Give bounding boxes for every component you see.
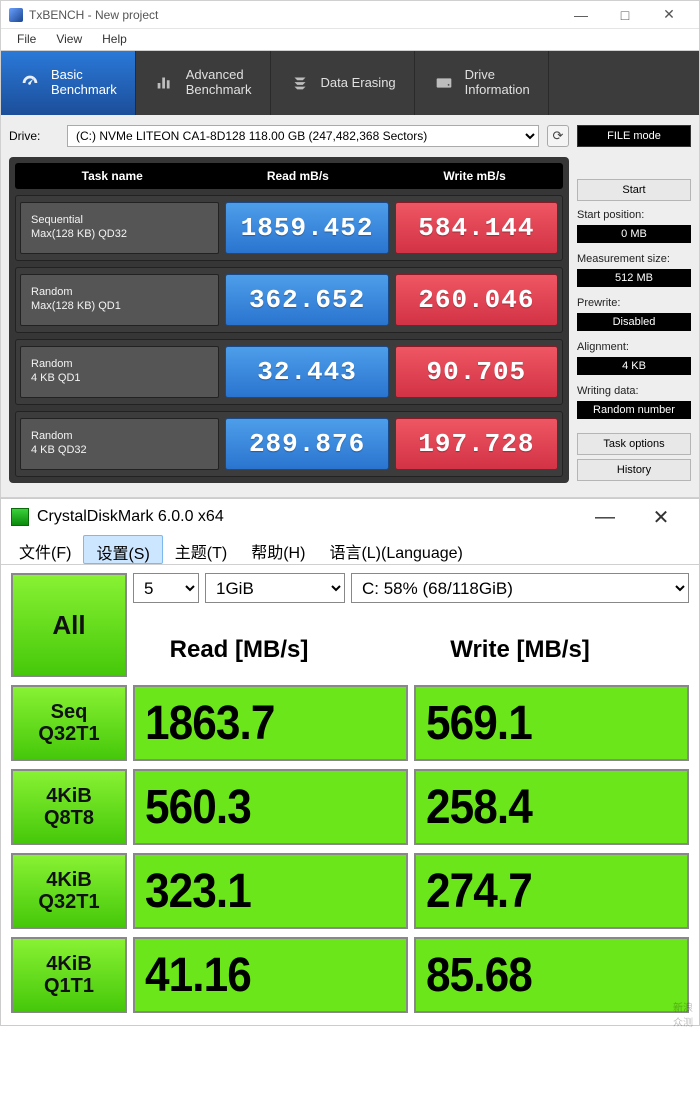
value-writing-data: Random number [577, 401, 691, 419]
file-mode-button[interactable]: FILE mode [577, 125, 691, 147]
value-start-position: 0 MB [577, 225, 691, 243]
minimize-button[interactable]: — [577, 499, 633, 535]
crystaldiskmark-window: CrystalDiskMark 6.0.0 x64 — ✕ 文件(F) 设置(S… [0, 498, 700, 1026]
txbench-window: TxBENCH - New project — □ ✕ File View He… [0, 0, 700, 498]
drive-select[interactable]: C: 58% (68/118GiB) [351, 573, 689, 603]
drive-label: Drive: [9, 129, 59, 143]
runs-select[interactable]: 5 [133, 573, 199, 603]
menu-help[interactable]: Help [92, 29, 137, 50]
history-button[interactable]: History [577, 459, 691, 481]
write-value: 569.1 [414, 685, 689, 761]
minimize-button[interactable]: — [559, 1, 603, 29]
write-value: 584.144 [395, 202, 558, 254]
tab-drive-information[interactable]: Drive Information [415, 51, 549, 115]
value-prewrite: Disabled [577, 313, 691, 331]
task-cell[interactable]: Random Max(128 KB) QD1 [20, 274, 219, 326]
cdm-row: Seq Q32T1 1863.7 569.1 [11, 685, 689, 761]
label-start-position: Start position: [577, 205, 691, 221]
header-write: Write [MB/s] [351, 622, 689, 677]
write-value: 85.68 [414, 937, 689, 1013]
benchmark-row: Random 4 KB QD32 289.876 197.728 [15, 411, 563, 477]
cdm-app-icon [11, 508, 29, 526]
benchmark-table: Task name Read mB/s Write mB/s Sequentia… [9, 157, 569, 483]
refresh-drives-button[interactable]: ⟳ [547, 125, 569, 147]
maximize-button[interactable]: □ [603, 1, 647, 29]
label-alignment: Alignment: [577, 337, 691, 353]
drive-icon [433, 72, 455, 94]
start-button[interactable]: Start [577, 179, 691, 201]
header-write: Write mB/s [386, 163, 563, 189]
row-button-4kib-q8t8[interactable]: 4KiB Q8T8 [11, 769, 127, 845]
menu-help[interactable]: 帮助(H) [239, 535, 317, 564]
header-taskname: Task name [15, 163, 209, 189]
cdm-menubar: 文件(F) 设置(S) 主题(T) 帮助(H) 语言(L)(Language) [1, 535, 699, 565]
cdm-titlebar: CrystalDiskMark 6.0.0 x64 — ✕ [1, 499, 699, 535]
benchmark-row: Random Max(128 KB) QD1 362.652 260.046 [15, 267, 563, 333]
bars-icon [154, 72, 176, 94]
cdm-row: 4KiB Q32T1 323.1 274.7 [11, 853, 689, 929]
write-value: 90.705 [395, 346, 558, 398]
read-value: 41.16 [133, 937, 408, 1013]
read-value: 362.652 [225, 274, 388, 326]
read-value: 289.876 [225, 418, 388, 470]
txbench-menubar: File View Help [1, 29, 699, 51]
read-value: 560.3 [133, 769, 408, 845]
drive-selector-row: Drive: (C:) NVMe LITEON CA1-8D128 118.00… [9, 125, 569, 147]
cdm-row: 4KiB Q1T1 41.16 85.68 [11, 937, 689, 1013]
label-measurement-size: Measurement size: [577, 249, 691, 265]
tab-label: Basic Benchmark [51, 68, 117, 98]
task-cell[interactable]: Random 4 KB QD1 [20, 346, 219, 398]
txbench-tabs: Basic Benchmark Advanced Benchmark Data … [1, 51, 699, 115]
gauge-icon [19, 72, 41, 94]
txbench-title: TxBENCH - New project [29, 8, 158, 22]
label-prewrite: Prewrite: [577, 293, 691, 309]
read-value: 1859.452 [225, 202, 388, 254]
benchmark-row: Sequential Max(128 KB) QD32 1859.452 584… [15, 195, 563, 261]
size-select[interactable]: 1GiB [205, 573, 345, 603]
row-button-seq-q32t1[interactable]: Seq Q32T1 [11, 685, 127, 761]
benchmark-header: Task name Read mB/s Write mB/s [15, 163, 563, 189]
tab-label: Data Erasing [321, 76, 396, 91]
row-button-4kib-q32t1[interactable]: 4KiB Q32T1 [11, 853, 127, 929]
tab-basic-benchmark[interactable]: Basic Benchmark [1, 51, 136, 115]
read-value: 1863.7 [133, 685, 408, 761]
write-value: 260.046 [395, 274, 558, 326]
close-button[interactable]: ✕ [647, 1, 691, 29]
txbench-app-icon [9, 8, 23, 22]
benchmark-row: Random 4 KB QD1 32.443 90.705 [15, 339, 563, 405]
header-read: Read [MB/s] [133, 622, 345, 677]
task-cell[interactable]: Sequential Max(128 KB) QD32 [20, 202, 219, 254]
cdm-row: 4KiB Q8T8 560.3 258.4 [11, 769, 689, 845]
menu-file[interactable]: File [7, 29, 46, 50]
menu-view[interactable]: View [46, 29, 92, 50]
txbench-sidepanel: FILE mode Start Start position: 0 MB Mea… [577, 125, 691, 483]
read-value: 32.443 [225, 346, 388, 398]
read-value: 323.1 [133, 853, 408, 929]
close-button[interactable]: ✕ [633, 499, 689, 535]
tab-advanced-benchmark[interactable]: Advanced Benchmark [136, 51, 271, 115]
header-read: Read mB/s [209, 163, 386, 189]
drive-select[interactable]: (C:) NVMe LITEON CA1-8D128 118.00 GB (24… [67, 125, 539, 147]
row-button-4kib-q1t1[interactable]: 4KiB Q1T1 [11, 937, 127, 1013]
label-writing-data: Writing data: [577, 381, 691, 397]
menu-settings[interactable]: 设置(S) [83, 535, 162, 564]
write-value: 197.728 [395, 418, 558, 470]
erase-icon [289, 72, 311, 94]
menu-theme[interactable]: 主题(T) [163, 535, 239, 564]
write-value: 274.7 [414, 853, 689, 929]
tab-label: Advanced Benchmark [186, 68, 252, 98]
value-measurement-size: 512 MB [577, 269, 691, 287]
value-alignment: 4 KB [577, 357, 691, 375]
cdm-title: CrystalDiskMark 6.0.0 x64 [37, 508, 224, 526]
all-button[interactable]: All [11, 573, 127, 677]
write-value: 258.4 [414, 769, 689, 845]
task-cell[interactable]: Random 4 KB QD32 [20, 418, 219, 470]
tab-label: Drive Information [465, 68, 530, 98]
txbench-titlebar: TxBENCH - New project — □ ✕ [1, 1, 699, 29]
menu-file[interactable]: 文件(F) [7, 535, 83, 564]
menu-language[interactable]: 语言(L)(Language) [317, 535, 474, 564]
task-options-button[interactable]: Task options [577, 433, 691, 455]
tab-data-erasing[interactable]: Data Erasing [271, 51, 415, 115]
